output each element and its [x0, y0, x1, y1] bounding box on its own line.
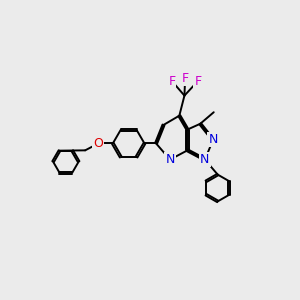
Text: N: N — [208, 134, 218, 146]
Text: F: F — [168, 74, 175, 88]
Text: N: N — [200, 153, 210, 166]
Text: F: F — [194, 74, 202, 88]
Text: N: N — [165, 153, 175, 166]
Text: F: F — [182, 71, 189, 85]
Text: O: O — [94, 137, 103, 150]
